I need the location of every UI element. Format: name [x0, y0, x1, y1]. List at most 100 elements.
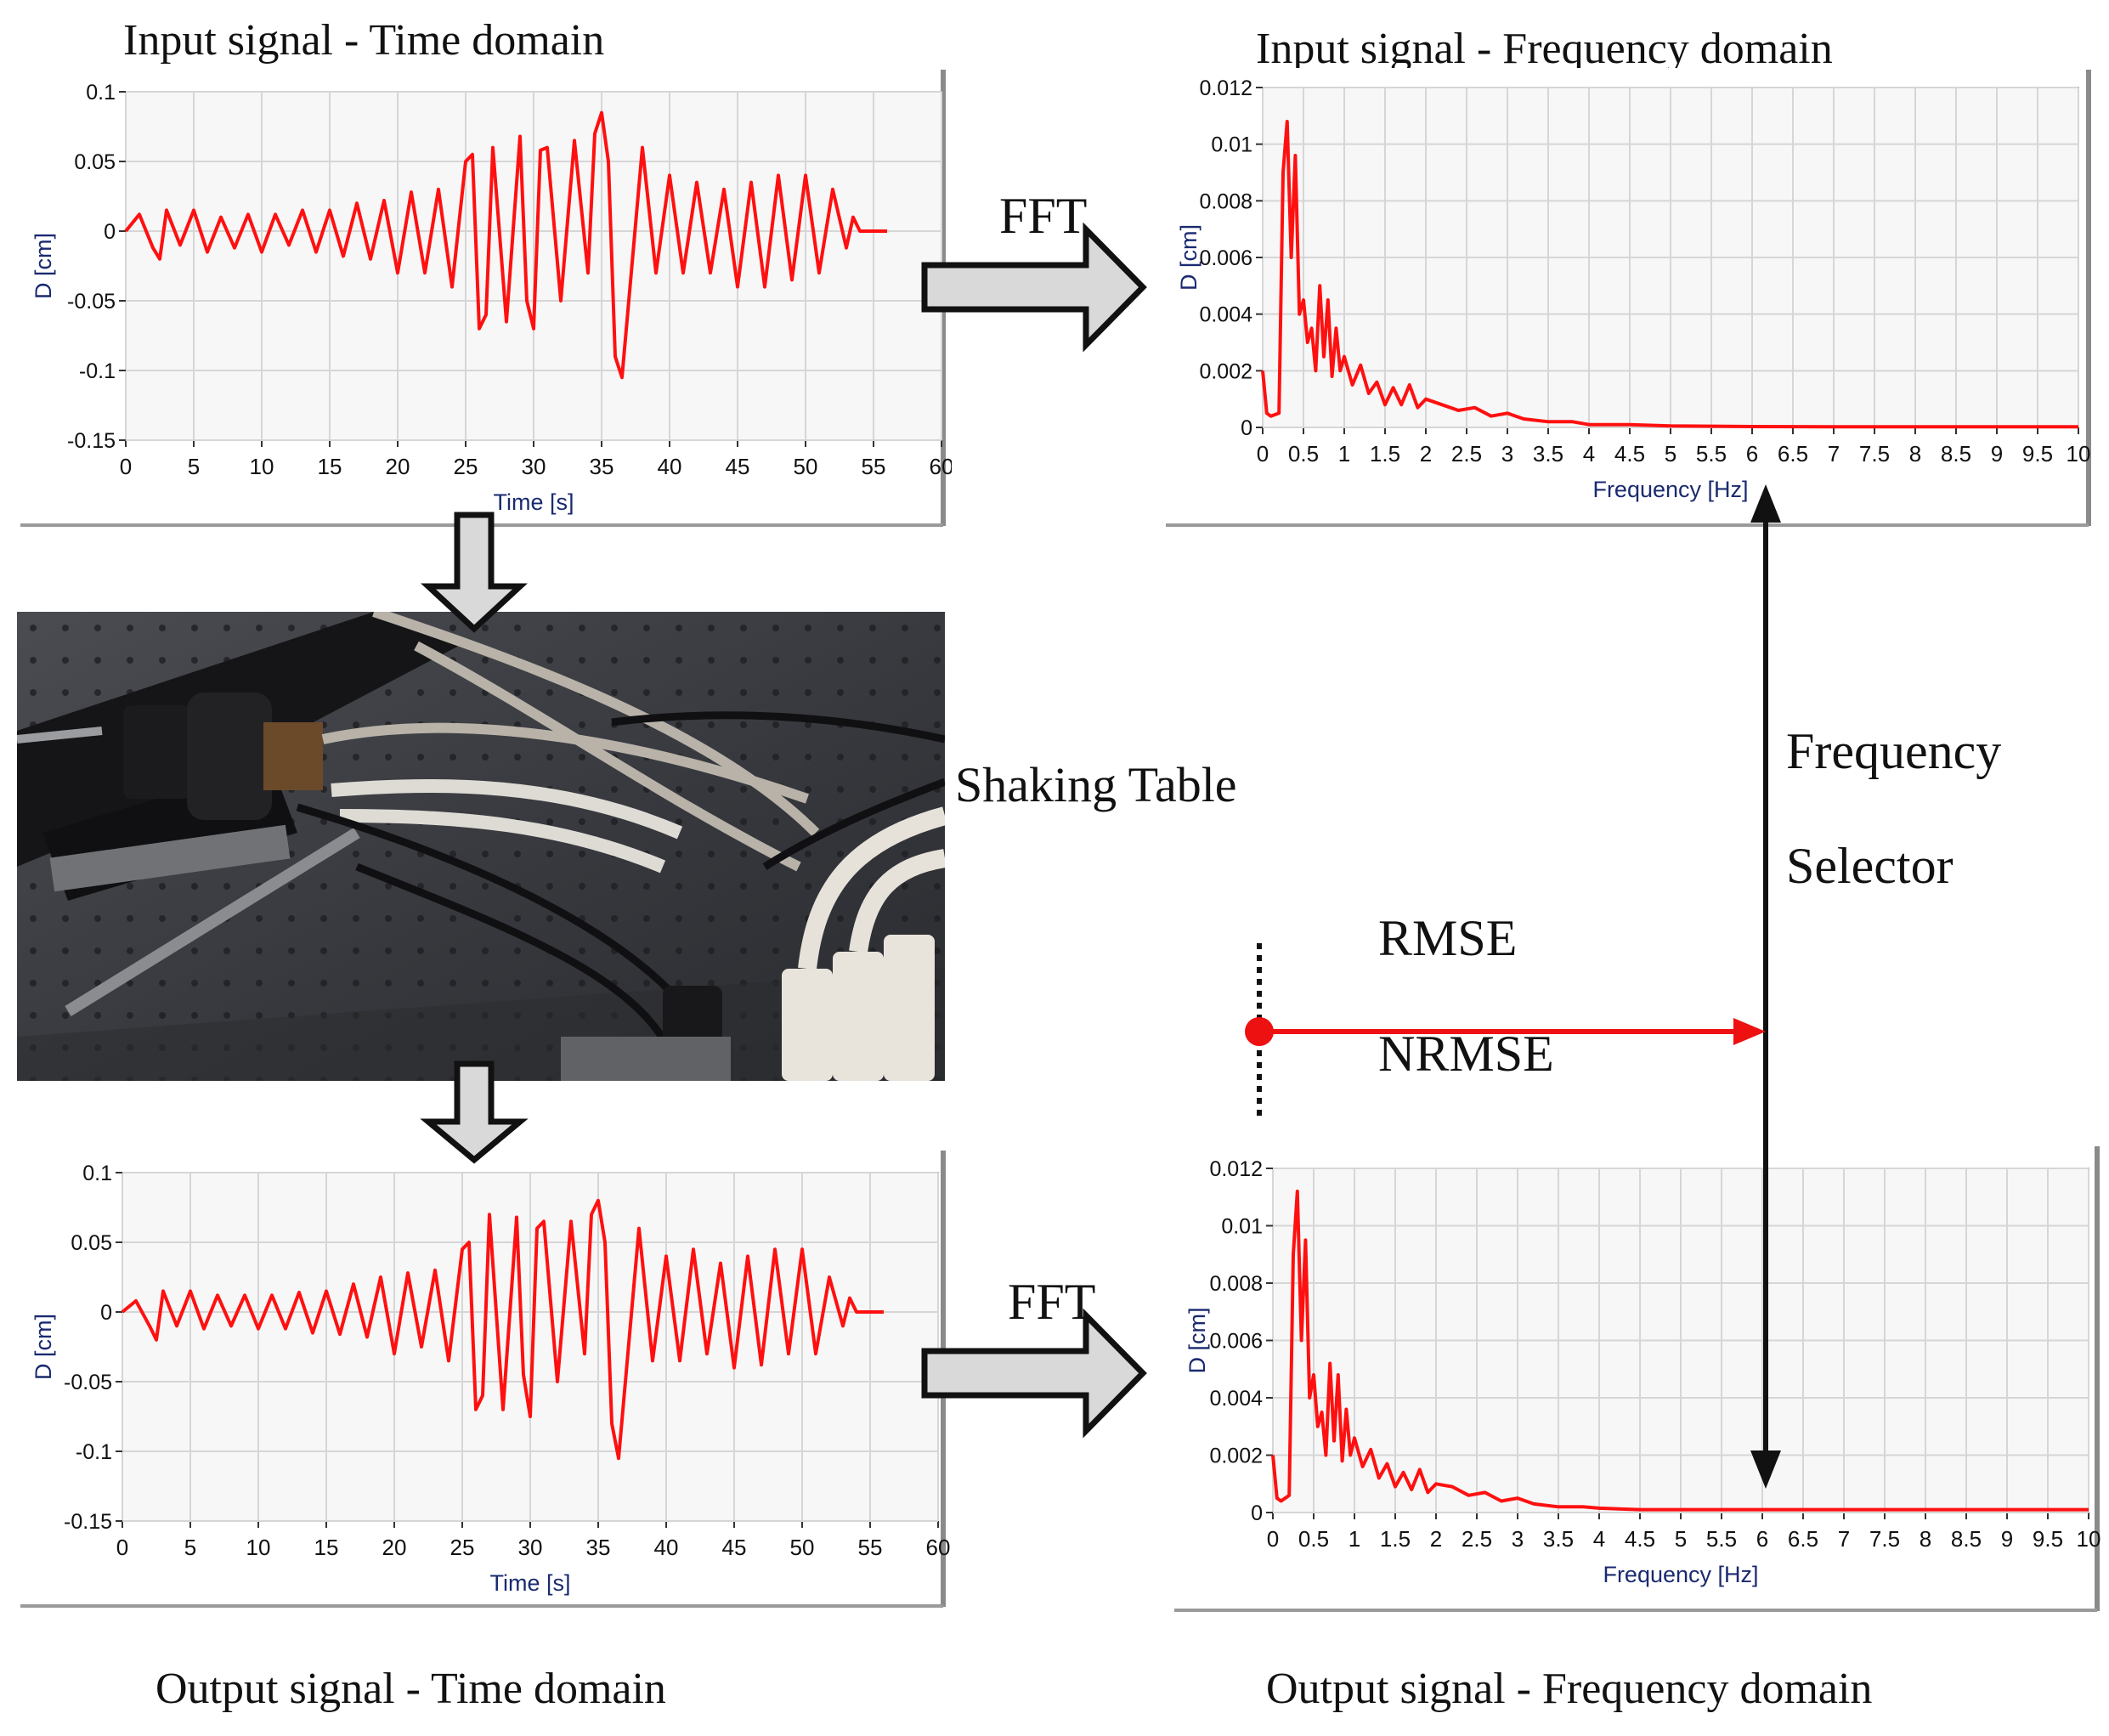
caption-input-freq: Input signal - Frequency domain	[1256, 25, 1833, 73]
x-tick-label: 6.5	[1778, 441, 1808, 467]
x-tick-label: 55	[858, 1535, 883, 1560]
x-tick-label: 6.5	[1788, 1526, 1818, 1552]
y-tick-label: 0.01	[1211, 133, 1252, 157]
nrmse-label: NRMSE	[1378, 1026, 1554, 1082]
x-tick-label: 2	[1430, 1526, 1442, 1552]
x-axis-label: Time [s]	[489, 1570, 570, 1596]
x-tick-label: 60	[926, 1535, 951, 1560]
x-tick-label: 30	[518, 1535, 543, 1560]
x-tick-label: 50	[790, 1535, 815, 1560]
y-tick-label: 0.004	[1209, 1387, 1263, 1411]
x-tick-label: 5.5	[1696, 441, 1727, 467]
y-tick-label: 0.006	[1209, 1330, 1263, 1354]
x-axis-label: Frequency [Hz]	[1592, 477, 1748, 502]
x-tick-label: 15	[314, 1535, 339, 1560]
x-tick-label: 10	[250, 454, 274, 479]
y-axis-label: D [cm]	[1185, 1308, 1210, 1374]
x-tick-label: 5	[188, 454, 200, 479]
y-tick-label: -0.1	[76, 1440, 112, 1464]
x-tick-label: 1.5	[1370, 441, 1400, 467]
x-tick-label: 6	[1746, 441, 1758, 467]
fft-top-arrow-icon	[921, 222, 1147, 353]
y-tick-label: 0.05	[71, 1231, 112, 1255]
x-tick-label: 1	[1349, 1526, 1360, 1552]
fft-top-label: FFT	[999, 188, 1088, 244]
y-tick-label: -0.05	[64, 1371, 112, 1394]
y-tick-label: 0.002	[1209, 1445, 1263, 1468]
x-tick-label: 3.5	[1543, 1526, 1574, 1552]
x-tick-label: 4.5	[1614, 441, 1645, 467]
down-arrow-top-icon	[421, 512, 528, 633]
x-tick-label: 9	[2001, 1526, 2013, 1552]
y-tick-label: 0.008	[1199, 189, 1252, 213]
shaking-table-photo	[17, 612, 945, 1081]
x-tick-label: 6	[1756, 1526, 1768, 1552]
x-tick-label: 40	[654, 1535, 679, 1560]
x-tick-label: 5	[184, 1535, 196, 1560]
x-tick-label: 7	[1838, 1526, 1850, 1552]
x-tick-label: 0	[120, 454, 132, 479]
frequency-selector-up-arrowhead-icon	[1750, 484, 1781, 523]
x-tick-label: 9.5	[2022, 441, 2053, 467]
y-tick-label: 0.01	[1221, 1215, 1263, 1239]
x-tick-label: 55	[862, 454, 886, 479]
x-tick-label: 15	[318, 454, 342, 479]
x-tick-label: 35	[590, 454, 614, 479]
fft-bottom-arrow-icon	[921, 1308, 1147, 1439]
signal-series-line	[121, 1198, 884, 1461]
x-tick-label: 45	[726, 454, 750, 479]
x-tick-label: 25	[450, 1535, 475, 1560]
y-tick-label: 0.1	[86, 81, 116, 105]
x-tick-label: 50	[794, 454, 818, 479]
y-tick-label: 0	[1251, 1501, 1263, 1525]
x-tick-label: 2.5	[1462, 1526, 1492, 1552]
signal-series-line	[1261, 120, 2078, 429]
x-tick-label: 25	[454, 454, 478, 479]
frequency-label: Frequency	[1786, 723, 2002, 779]
y-tick-label: 0	[100, 1301, 112, 1325]
x-tick-label: 20	[386, 454, 410, 479]
x-tick-label: 10	[2077, 1526, 2101, 1552]
x-tick-label: 2	[1420, 441, 1432, 467]
y-tick-label: 0	[104, 220, 116, 244]
x-tick-label: 5	[1665, 441, 1676, 467]
x-tick-label: 30	[522, 454, 546, 479]
y-tick-label: 0.004	[1199, 303, 1252, 327]
x-tick-label: 3	[1512, 1526, 1524, 1552]
x-tick-label: 10	[2067, 441, 2091, 467]
y-tick-label: 0.012	[1199, 76, 1252, 100]
signal-series-line	[124, 110, 887, 380]
caption-output-time: Output signal - Time domain	[155, 1665, 666, 1713]
y-tick-label: 0.002	[1199, 359, 1252, 383]
y-tick-label: 0.006	[1199, 246, 1252, 270]
chart-input-time: 0 5 10 15 20 25 30 35 40 45 50 55 60 0.1 0.05 0 -0.05 -0.…	[19, 68, 952, 527]
y-tick-label: 0.1	[82, 1162, 112, 1185]
y-tick-label: -0.15	[67, 429, 116, 453]
chart-output-freq: 0 0.5 1 1.5 2 2.5 3 3.5 4 4.5 5 5.5 6 6.5 7 7.5 8 8.5 9 9.5…	[1173, 1145, 2101, 1612]
x-tick-label: 3.5	[1533, 441, 1563, 467]
y-tick-label: 0.012	[1209, 1157, 1263, 1181]
y-axis-label: D [cm]	[31, 1314, 56, 1380]
shaking-table-label: Shaking Table	[955, 757, 1237, 812]
frequency-selector-down-arrowhead-icon	[1750, 1450, 1781, 1489]
chart-output-time: 0 5 10 15 20 25 30 35 40 45 50 55 60 0.1 0.05 0 -0.05 -0.…	[19, 1149, 951, 1608]
down-arrow-bottom-icon	[420, 1060, 529, 1164]
y-tick-label: 0.008	[1209, 1272, 1263, 1296]
x-tick-label: 5.5	[1706, 1526, 1737, 1552]
y-tick-label: -0.05	[67, 290, 116, 314]
x-tick-label: 2.5	[1451, 441, 1482, 467]
y-tick-label: -0.1	[79, 359, 116, 383]
x-tick-label: 7.5	[1869, 1526, 1900, 1552]
selector-label: Selector	[1786, 838, 1954, 894]
signal-series-line	[1271, 1190, 2089, 1512]
x-tick-label: 4	[1583, 441, 1595, 467]
x-tick-label: 8.5	[1951, 1526, 1982, 1552]
x-tick-label: 9	[1991, 441, 2003, 467]
x-tick-label: 9.5	[2033, 1526, 2063, 1552]
x-tick-label: 35	[586, 1535, 611, 1560]
x-tick-label: 7	[1828, 441, 1840, 467]
x-tick-label: 7.5	[1859, 441, 1890, 467]
x-tick-label: 60	[930, 454, 952, 479]
x-tick-label: 0.5	[1288, 441, 1319, 467]
